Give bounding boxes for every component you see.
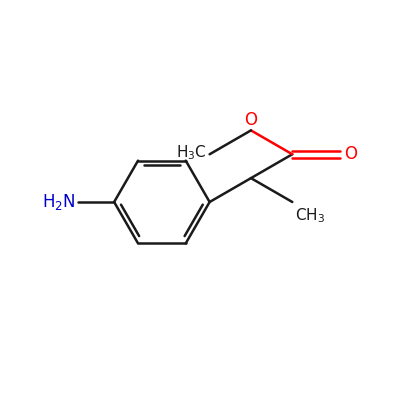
Text: O: O	[344, 145, 357, 163]
Text: H$_2$N: H$_2$N	[42, 192, 76, 212]
Text: O: O	[244, 111, 258, 129]
Text: H$_3$C: H$_3$C	[176, 143, 207, 162]
Text: CH$_3$: CH$_3$	[295, 207, 326, 225]
